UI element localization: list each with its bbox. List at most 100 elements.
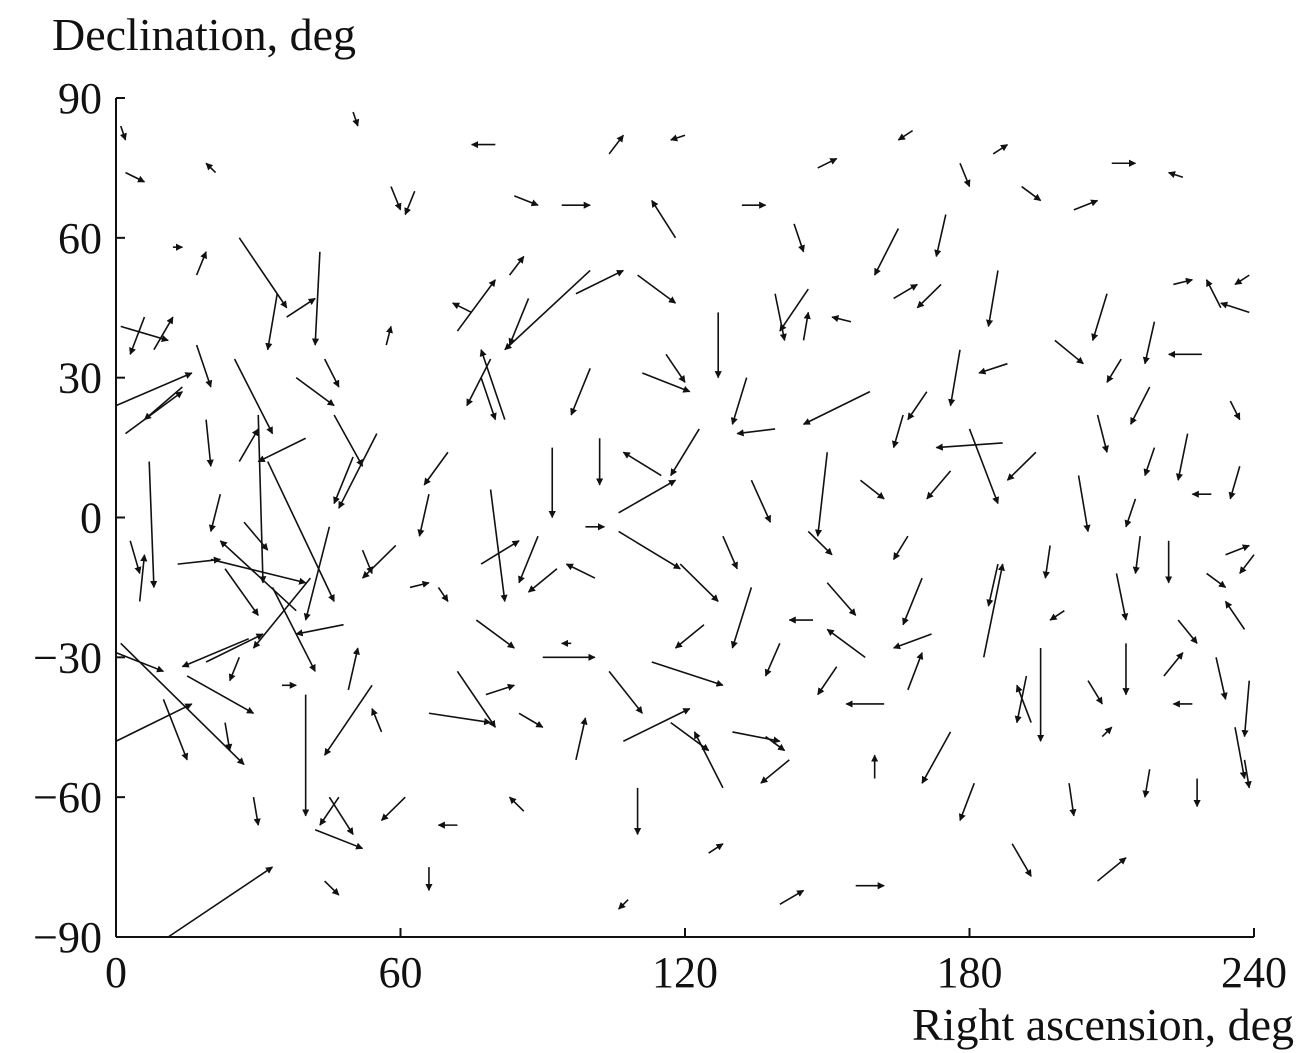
proper-motion-vector — [120, 642, 245, 766]
proper-motion-vector — [1206, 572, 1227, 589]
proper-motion-vector — [674, 624, 705, 649]
proper-motion-vector — [826, 582, 857, 616]
proper-motion-vector — [347, 647, 360, 691]
proper-motion-vector — [257, 414, 267, 584]
x-tick-label: 0 — [105, 948, 127, 997]
proper-motion-vector — [992, 143, 1009, 155]
proper-motion-vector — [311, 251, 321, 346]
proper-motion-vector — [271, 587, 316, 672]
proper-motion-vector — [916, 283, 942, 309]
proper-motion-vector — [608, 670, 643, 714]
proper-motion-vector — [1177, 619, 1198, 644]
proper-motion-vector — [514, 195, 539, 207]
proper-motion-vector — [1087, 680, 1103, 705]
proper-motion-vector — [352, 111, 360, 127]
y-tick-label: 0 — [80, 494, 102, 543]
proper-motion-vector — [873, 228, 900, 276]
proper-motion-vector — [265, 293, 279, 351]
proper-motion-vector — [730, 377, 748, 425]
proper-motion-vector — [575, 269, 625, 295]
proper-motion-vector — [243, 521, 269, 551]
proper-motion-vector — [333, 414, 364, 467]
proper-motion-vector — [267, 461, 335, 603]
proper-motion-vector — [693, 731, 724, 789]
proper-motion-vector — [295, 377, 335, 407]
proper-motion-vector — [205, 162, 217, 174]
proper-motion-vector — [125, 391, 183, 435]
proper-motion-vector — [1234, 274, 1250, 286]
proper-motion-vector — [143, 386, 183, 421]
proper-motion-vector — [1021, 185, 1042, 202]
proper-motion-vector — [982, 563, 1005, 658]
proper-motion-vector — [504, 269, 591, 351]
proper-motion-vector — [479, 349, 506, 420]
proper-motion-vector — [233, 358, 274, 435]
proper-motion-vector — [765, 735, 786, 752]
proper-motion-vector — [380, 796, 406, 822]
proper-motion-vector — [518, 712, 544, 728]
proper-motion-vector — [257, 437, 307, 463]
proper-motion-vector — [1049, 610, 1065, 621]
proper-motion-vector — [902, 577, 923, 626]
proper-motion-vector — [417, 494, 430, 537]
proper-motion-vector — [1173, 277, 1194, 286]
proper-motion-vector — [907, 651, 924, 691]
proper-motion-vector — [670, 721, 710, 752]
proper-motion-vector — [1205, 279, 1222, 309]
proper-motion-vector — [1163, 652, 1184, 677]
proper-motion-vector — [968, 428, 1000, 505]
proper-motion-vector — [608, 134, 624, 155]
proper-motion-vector — [736, 428, 776, 437]
proper-motion-vector — [1225, 544, 1250, 556]
x-axis-ticks: 0 60 120 180 240 — [105, 928, 1287, 997]
proper-motion-vector — [1011, 843, 1032, 878]
proper-motion-vector — [1097, 857, 1127, 882]
proper-motion-vector — [205, 633, 264, 663]
proper-motion-vector — [618, 530, 681, 570]
proper-motion-vector — [651, 661, 724, 687]
proper-motion-vector — [665, 353, 686, 383]
proper-motion-vector — [1143, 447, 1156, 477]
proper-motion-vector — [1142, 769, 1151, 798]
proper-motion-vector — [1077, 475, 1091, 533]
proper-motion-vector — [623, 707, 691, 742]
proper-motion-vector — [1215, 657, 1228, 700]
proper-motion-vector — [195, 251, 207, 276]
proper-motion-vector — [238, 237, 288, 309]
proper-motion-vector — [224, 722, 233, 752]
proper-motion-vector — [642, 372, 691, 393]
proper-motion-vector — [1006, 451, 1037, 481]
proper-motion-vector — [508, 255, 525, 276]
y-tick-label: −90 — [33, 913, 102, 962]
proper-motion-vector — [228, 657, 241, 682]
proper-motion-vector — [570, 368, 591, 416]
proper-motion-vector — [1101, 726, 1113, 738]
proper-motion-vector — [618, 479, 677, 514]
proper-motion-vector — [423, 451, 449, 486]
y-axis-label: Declination, deg — [52, 9, 356, 60]
proper-motion-vector — [802, 311, 811, 341]
proper-motion-vector — [333, 456, 354, 505]
proper-motion-vector — [670, 134, 686, 142]
proper-motion-vector — [897, 129, 914, 141]
proper-motion-vector — [722, 535, 738, 570]
proper-motion-vector — [802, 390, 871, 425]
y-tick-label: 30 — [58, 354, 102, 403]
proper-motion-vector — [986, 270, 999, 328]
x-tick-label: 120 — [652, 948, 718, 997]
proper-motion-vector — [362, 544, 397, 579]
proper-motion-vector — [437, 586, 449, 602]
proper-motion-vector — [1224, 600, 1246, 630]
proper-motion-vector — [119, 125, 127, 141]
proper-motion-vector — [892, 633, 932, 650]
proper-motion-vector — [817, 157, 838, 169]
proper-motion-vector — [319, 796, 340, 826]
proper-motion-vector — [1167, 171, 1184, 179]
proper-motion-vector — [205, 419, 214, 467]
proper-motion-vector — [456, 279, 496, 332]
proper-motion-vector — [181, 637, 250, 668]
proper-motion-vector — [485, 683, 515, 696]
proper-motion-vector — [238, 428, 259, 462]
proper-motion-vector — [466, 358, 492, 407]
